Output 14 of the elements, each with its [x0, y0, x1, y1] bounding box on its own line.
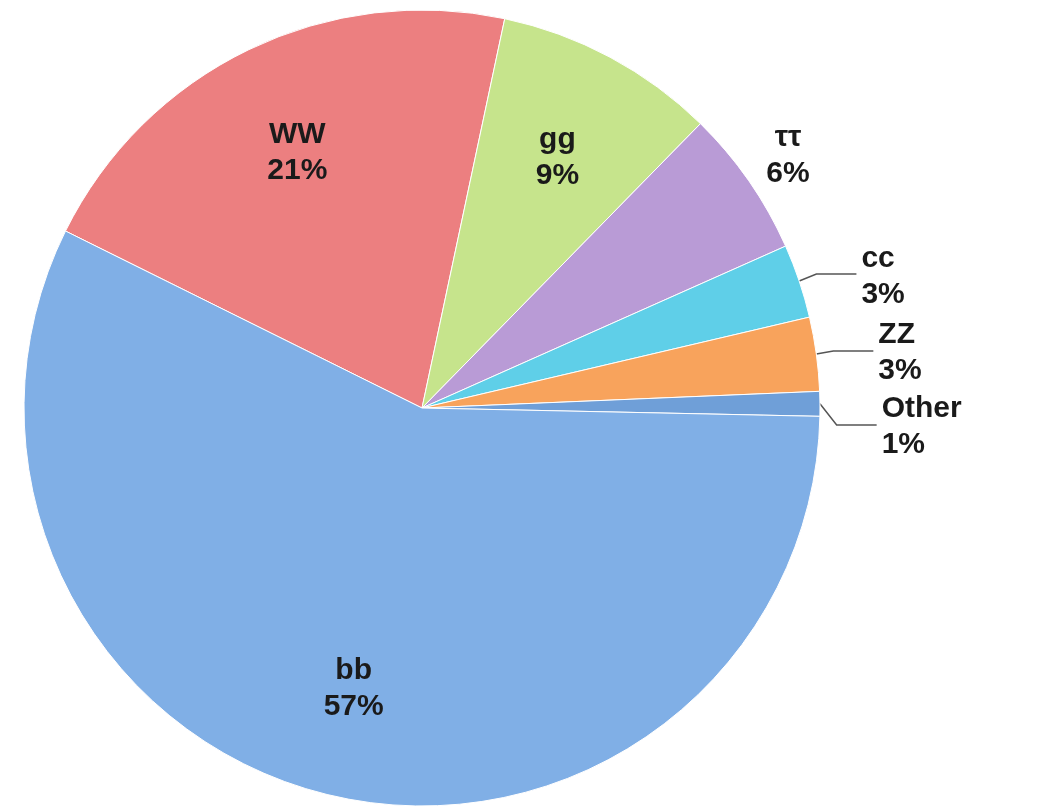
- slice-label: bb: [335, 651, 372, 685]
- data-label: 9%: [535, 156, 580, 190]
- data-label: 1%: [881, 426, 926, 460]
- data-label: 57%: [323, 687, 384, 721]
- data-label: 21%: [267, 151, 328, 185]
- data-label: 6%: [766, 155, 810, 189]
- slice-label: gg: [539, 120, 576, 154]
- slice-label: Other: [881, 390, 962, 424]
- slice-label: cc: [861, 239, 895, 273]
- slice-label: ττ: [774, 119, 802, 153]
- slice-label: ZZ: [878, 316, 916, 350]
- data-label: 3%: [861, 275, 905, 309]
- data-label: 3%: [878, 352, 922, 386]
- slice-label: WW: [268, 115, 327, 149]
